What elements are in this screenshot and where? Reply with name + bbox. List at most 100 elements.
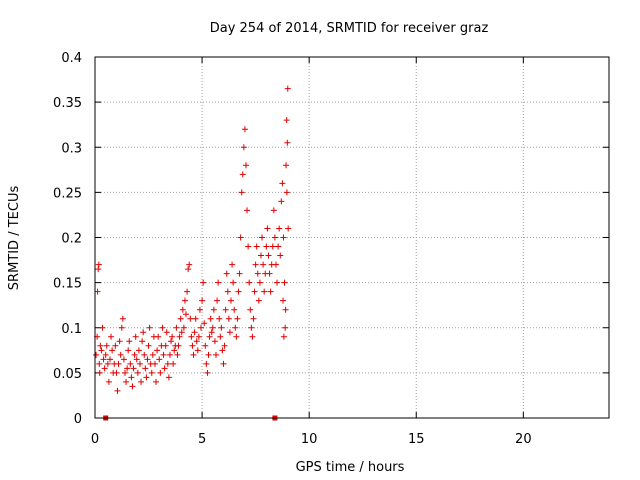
data-point [164,360,171,367]
data-point [198,324,205,331]
data-point [165,374,172,381]
data-point [135,347,142,354]
chart-title: Day 254 of 2014, SRMTID for receiver gra… [210,21,489,36]
data-point [250,315,257,322]
data-point [251,288,258,295]
y-tick-label: 0.25 [53,186,82,201]
data-point [283,117,290,124]
data-point [144,356,151,363]
data-point [257,252,264,259]
data-point [131,351,138,358]
data-point [139,338,146,345]
data-point [209,324,216,331]
y-tick-label: 0.4 [61,51,82,66]
y-tick-label: 0 [74,412,82,427]
data-point [154,347,161,354]
data-point [181,297,188,304]
grid-lines [95,57,609,418]
data-point [207,315,214,322]
data-point [145,342,152,349]
data-point [109,347,116,354]
data-point [121,369,128,376]
data-point [252,261,259,268]
data-point [179,306,186,313]
data-point [283,189,290,196]
data-point [126,338,133,345]
data-point [214,297,221,304]
data-point [94,288,101,295]
data-point [203,360,210,367]
x-tick-label: 10 [301,432,318,447]
y-tick-label: 0.3 [61,141,82,156]
data-point [180,324,187,331]
data-point [127,360,134,367]
data-point [267,288,274,295]
data-point [204,369,211,376]
data-point [120,356,127,363]
data-point [159,324,166,331]
data-point [218,324,225,331]
data-point [128,374,135,381]
data-point [265,252,272,259]
data-point [271,234,278,241]
data-point [215,279,222,286]
data-point [161,365,168,372]
data-point [200,279,207,286]
data-point [104,360,111,367]
data-point [114,387,121,394]
data-point [168,338,175,345]
data-point [237,234,244,241]
data-point [95,261,102,268]
data-point [213,351,220,358]
data-point [146,324,153,331]
data-point [184,288,191,295]
data-point [196,306,203,313]
data-point [175,342,182,349]
data-point [96,369,103,376]
data-point [242,162,249,169]
data-point [194,347,201,354]
data-point [141,351,148,358]
data-point [231,306,238,313]
data-point [98,347,105,354]
x-tick-label: 5 [198,432,206,447]
data-point [136,360,143,367]
data-point [113,369,120,376]
data-point [230,279,237,286]
data-point [112,342,119,349]
data-point [261,288,268,295]
data-point [173,324,180,331]
data-point [133,356,140,363]
data-point [93,351,100,358]
data-point [166,351,173,358]
data-point [96,360,103,367]
data-point [284,139,291,146]
data-point [190,351,197,358]
data-point [185,266,192,273]
data-point [235,288,242,295]
data-point [191,329,198,336]
data-point [246,279,253,286]
data-point [264,225,271,232]
data-point [221,342,228,349]
data-point [234,315,241,322]
data-point [256,279,263,286]
data-point [280,333,287,340]
data-point [241,126,248,133]
data-point [162,342,169,349]
x-tick-label: 0 [91,432,99,447]
data-point [227,297,234,304]
data-point [247,306,254,313]
data-point [125,347,132,354]
data-point [171,347,178,354]
data-point [210,306,217,313]
data-point [134,369,141,376]
data-point [276,225,283,232]
data-point [140,329,147,336]
data-point [101,365,108,372]
data-point [108,333,115,340]
data-point [205,351,212,358]
data-point [138,378,145,385]
